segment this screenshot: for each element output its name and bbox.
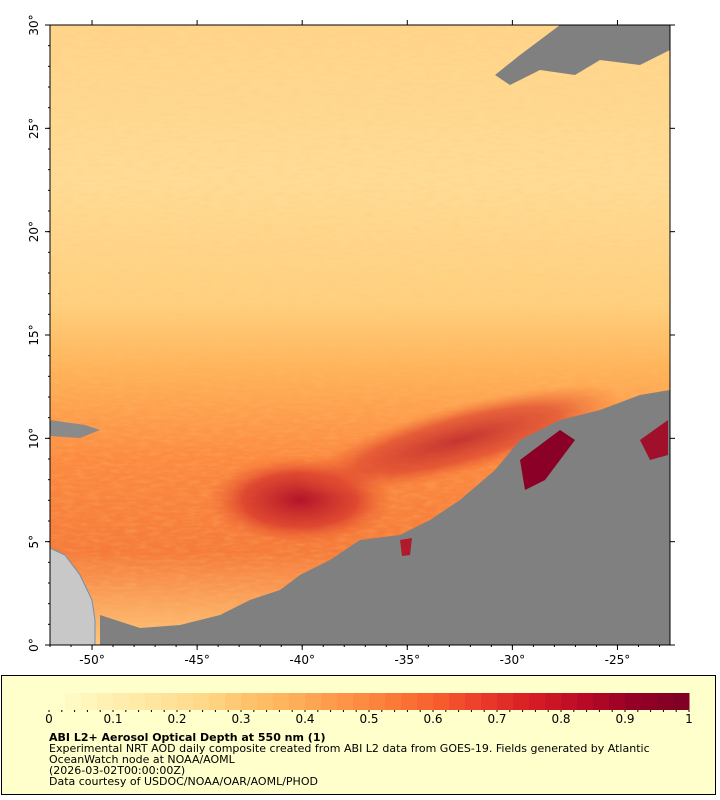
colorbar-swatch [113,693,130,710]
colorbar-tick-label: 0.4 [295,712,314,726]
colorbar-swatch [289,693,306,710]
colorbar-swatch [81,693,98,710]
no-data-region-northeast [495,25,670,85]
colorbar-swatches [49,693,690,710]
colorbar-swatch [545,693,562,710]
colorbar-swatch [497,693,514,710]
lon-tick-label: -35° [394,653,420,667]
legend-title: ABI L2+ Aerosol Optical Depth at 550 nm … [49,731,326,744]
legend-description-cont: OceanWatch node at NOAA/AOML [49,753,235,766]
land-region [50,548,95,645]
colorbar-swatch [321,693,338,710]
colorbar-swatch [241,693,258,710]
colorbar-tick-label: 0.9 [615,712,634,726]
colorbar-swatch [65,693,82,710]
colorbar-swatch [177,693,194,710]
colorbar-swatch [401,693,418,710]
colorbar-swatch [97,693,114,710]
colorbar-swatch [529,693,546,710]
colorbar-ticks: 0 0.1 0.2 0.3 0.4 0.5 0.6 0.7 0.8 0.9 1 [45,710,693,726]
colorbar-swatch [385,693,402,710]
colorbar-swatch [513,693,530,710]
colorbar-tick-label: 0.5 [359,712,378,726]
colorbar: 0 0.1 0.2 0.3 0.4 0.5 0.6 0.7 0.8 0.9 1 [45,693,693,726]
longitude-axis: -50° -45° -40° -35° -30° -25° [49,20,660,667]
no-data-region-south [100,390,670,645]
colorbar-swatch [273,693,290,710]
colorbar-swatch [145,693,162,710]
no-data-region-west [50,420,100,438]
colorbar-tick-label: 0.6 [423,712,442,726]
lat-tick-label: 0° [27,638,41,652]
colorbar-swatch [257,693,274,710]
lon-tick-label: -45° [184,653,210,667]
colorbar-swatch [561,693,578,710]
lat-tick-label: 5° [27,535,41,549]
colorbar-tick-label: 0.2 [167,712,186,726]
colorbar-swatch [417,693,434,710]
legend-description: Experimental NRT AOD daily composite cre… [49,742,650,755]
colorbar-swatch [673,693,690,710]
legend-panel: 0 0.1 0.2 0.3 0.4 0.5 0.6 0.7 0.8 0.9 1 ABI L2+ Ae… [1,675,716,795]
legend-text: ABI L2+ Aerosol Optical Depth at 550 nm … [49,732,689,787]
colorbar-swatch [353,693,370,710]
colorbar-swatch [337,693,354,710]
colorbar-swatch [433,693,450,710]
aod-streak-1 [520,430,575,490]
colorbar-swatch [593,693,610,710]
colorbar-swatch [657,693,674,710]
lon-tick-label: -50° [79,653,105,667]
colorbar-swatch [625,693,642,710]
colorbar-swatch [225,693,242,710]
aod-map: -50° -45° -40° -35° -30° -25° 0° 5° 10° 15° 20° 25… [27,14,675,667]
colorbar-swatch [193,693,210,710]
colorbar-tick-label: 0.1 [103,712,122,726]
lat-tick-label: 30° [27,14,41,35]
colorbar-swatch [465,693,482,710]
colorbar-swatch [609,693,626,710]
lon-tick-label: -25° [605,653,631,667]
lat-tick-label: 15° [27,324,41,345]
colorbar-tick-label: 0.8 [551,712,570,726]
colorbar-tick-label: 1 [685,712,693,726]
colorbar-swatch [369,693,386,710]
colorbar-swatch [129,693,146,710]
colorbar-tick-label: 0.3 [231,712,250,726]
high-aod-band [295,384,625,496]
colorbar-swatch [481,693,498,710]
map-plot-area[interactable] [49,25,670,645]
colorbar-tick-label: 0.7 [487,712,506,726]
colorbar-tick-label: 0 [45,712,53,726]
lat-tick-label: 20° [27,221,41,242]
colorbar-swatch [641,693,658,710]
lon-tick-label: -30° [500,653,526,667]
coastline [49,547,96,645]
legend-timestamp: (2026-03-02T00:00:00Z) [49,764,186,777]
legend-credit: Data courtesy of USDOC/NOAA/OAR/AOML/PHO… [49,775,318,788]
colorbar-swatch [305,693,322,710]
colorbar-swatch [449,693,466,710]
lat-tick-label: 10° [27,428,41,449]
colorbar-swatch [577,693,594,710]
latitude-axis: 0° 5° 10° 15° 20° 25° 30° [27,14,675,652]
lat-tick-label: 25° [27,118,41,139]
colorbar-swatch [209,693,226,710]
colorbar-swatch [49,693,66,710]
aod-streak-2 [640,420,668,460]
aod-streak-3 [400,538,412,556]
lon-tick-label: -40° [289,653,315,667]
colorbar-swatch [161,693,178,710]
